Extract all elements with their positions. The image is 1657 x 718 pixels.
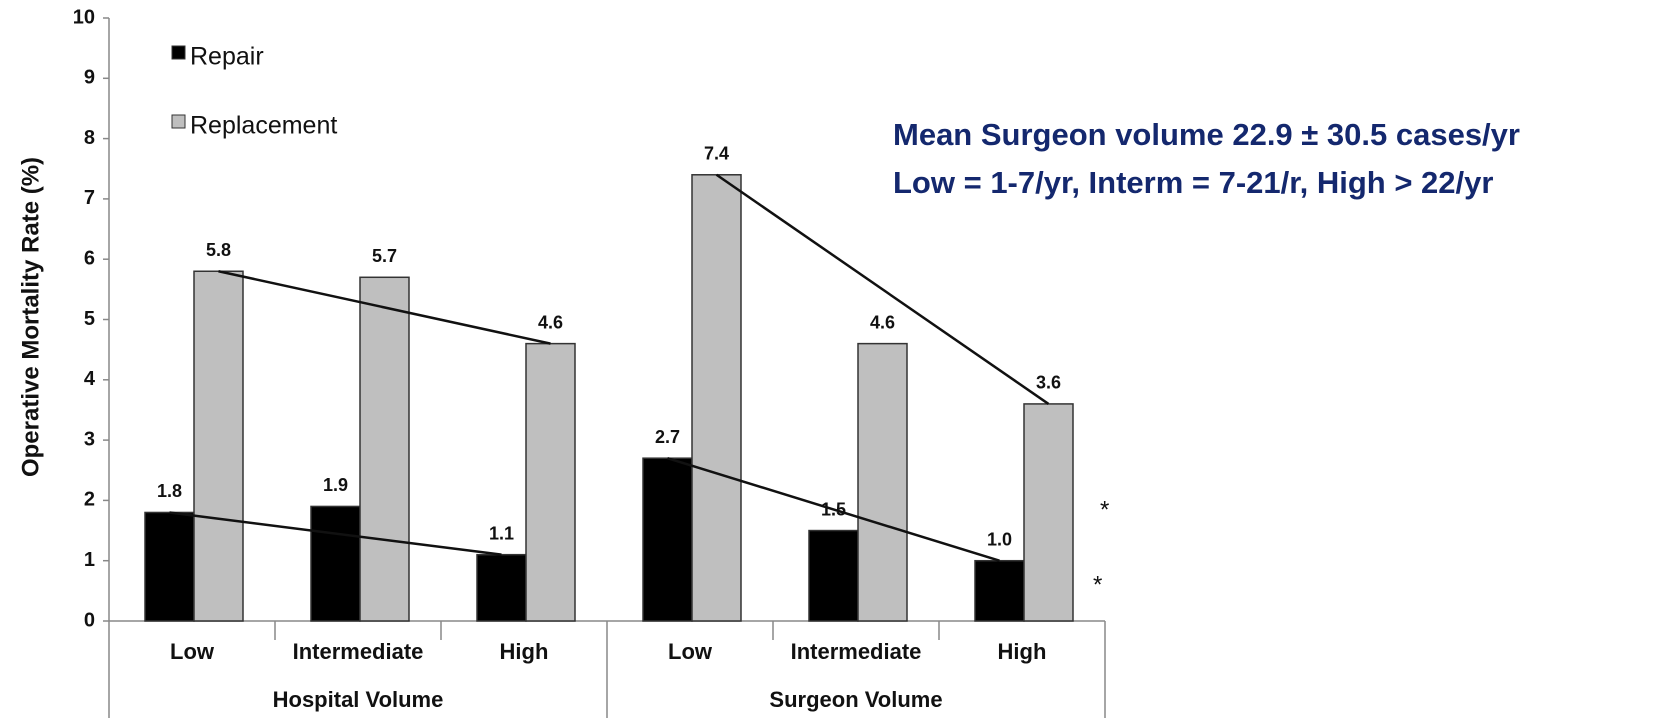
x-tick-label: Intermediate [293,639,424,664]
value-label: 5.8 [206,240,231,260]
bar [691,174,742,622]
bar [525,342,576,622]
bar [974,559,1025,622]
y-tick-label: 9 [84,67,95,89]
trend-line [667,456,1000,562]
legend-label: Repair [190,43,264,71]
annotation: * [1100,496,1109,523]
bar [310,505,361,622]
value-label: 5.7 [372,246,397,266]
bar [144,511,195,622]
x-tick-label: Low [170,639,215,664]
y-tick-label: 6 [84,247,95,269]
group-label: Surgeon Volume [769,687,942,712]
x-tick-label: Low [668,639,713,664]
y-tick-label: 8 [84,127,95,149]
trend-line [218,270,551,345]
bar [476,553,527,622]
value-label: 7.4 [704,144,729,164]
y-tick-label: 3 [84,428,95,450]
x-tick-label: High [500,639,549,664]
annotation: Low = 1-7/yr, Interm = 7-21/r, High > 22… [893,165,1493,200]
y-tick-label: 1 [84,549,95,571]
y-tick-label: 10 [73,6,95,28]
trend-line [169,511,502,556]
bar [857,342,908,622]
value-label: 1.8 [157,481,182,501]
y-axis-label: Operative Mortality Rate (%) [17,157,44,477]
value-label: 3.6 [1036,373,1061,393]
x-tick-label: High [998,639,1047,664]
group-label: Hospital Volume [273,687,444,712]
value-label: 1.9 [323,475,348,495]
value-label: 1.1 [489,523,514,543]
bar [359,276,410,622]
legend-swatch [171,45,186,60]
bar [808,529,859,622]
value-label: 2.7 [655,427,680,447]
y-tick-label: 2 [84,489,95,511]
y-tick-label: 0 [84,609,95,631]
legend-label: Replacement [190,112,337,140]
bar [642,457,693,622]
x-tick-label: Intermediate [791,639,922,664]
value-label: 1.0 [987,529,1012,549]
bar [1023,403,1074,622]
value-label: 4.6 [538,312,563,332]
y-tick-label: 5 [84,308,95,330]
y-tick-label: 7 [84,187,95,209]
annotation: Mean Surgeon volume 22.9 ± 30.5 cases/yr [893,117,1520,152]
value-label: 4.6 [870,312,895,332]
annotation: * [1093,571,1102,598]
legend-swatch [171,114,186,129]
trend-line [715,173,1050,405]
y-tick-label: 4 [84,368,96,390]
bar [193,270,244,622]
